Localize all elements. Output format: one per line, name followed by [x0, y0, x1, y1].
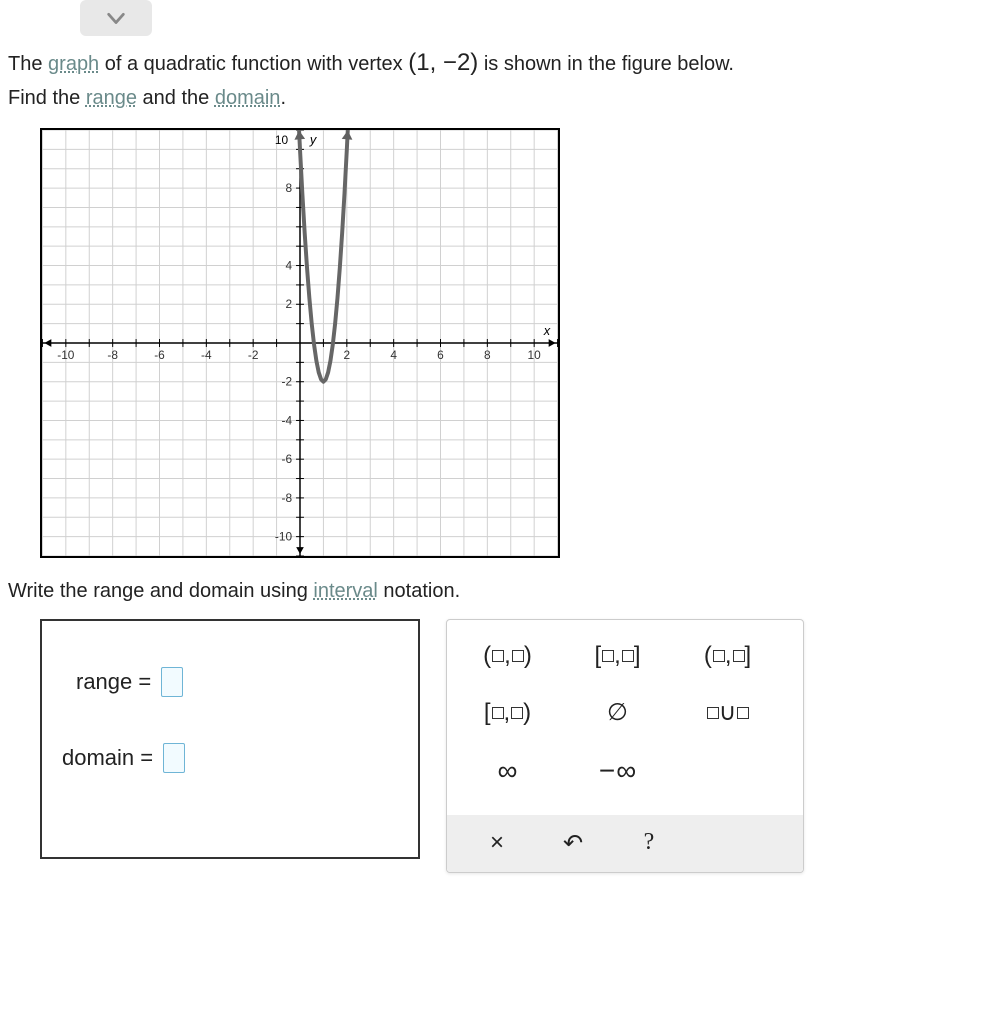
instr-part2: notation.: [378, 580, 460, 602]
svg-text:10: 10: [528, 348, 542, 362]
symbol-palette: (,) [,] (,] [,) ∅ ∪ ∞ −∞ × ↶ ?: [446, 619, 804, 873]
union-button[interactable]: ∪: [689, 698, 767, 727]
link-graph[interactable]: graph: [48, 53, 99, 75]
neg-infinity-button[interactable]: −∞: [579, 755, 657, 787]
svg-text:-10: -10: [275, 530, 293, 544]
svg-text:-6: -6: [154, 348, 165, 362]
svg-text:-2: -2: [282, 375, 293, 389]
q-part2: of a quadratic function with vertex: [99, 53, 408, 75]
domain-label: domain =: [62, 745, 153, 771]
q-part3: is shown in the figure below.: [478, 53, 734, 75]
domain-input[interactable]: [163, 743, 185, 773]
svg-text:8: 8: [285, 181, 292, 195]
range-label: range =: [76, 669, 151, 695]
link-range[interactable]: range: [86, 87, 137, 109]
svg-text:y: y: [309, 132, 318, 147]
svg-text:-4: -4: [282, 414, 293, 428]
instruction-text: Write the range and domain using interva…: [8, 580, 979, 603]
svg-text:-8: -8: [107, 348, 118, 362]
palette-undo-button[interactable]: ↶: [553, 829, 593, 858]
link-interval[interactable]: interval: [313, 580, 377, 602]
question-text: The graph of a quadratic function with v…: [8, 44, 979, 114]
svg-text:4: 4: [285, 259, 292, 273]
palette-help-button[interactable]: ?: [629, 829, 669, 858]
svg-text:-2: -2: [248, 348, 259, 362]
palette-close-button[interactable]: ×: [477, 829, 517, 858]
svg-text:-4: -4: [201, 348, 212, 362]
q-part6: .: [280, 87, 286, 109]
graph-figure: -10 -8 -6 -4 -2 2 4 6 8 10 -10 -8 -6 -4 -2 2 4 8 x y 10: [40, 128, 560, 558]
svg-text:2: 2: [285, 298, 292, 312]
q-part5: and the: [137, 87, 215, 109]
q-part1: The: [8, 53, 48, 75]
answer-box: range = domain =: [40, 619, 420, 859]
instr-part1: Write the range and domain using: [8, 580, 313, 602]
svg-text:-6: -6: [282, 453, 293, 467]
q-vertex: (1, −2): [408, 49, 478, 76]
open-open-interval-button[interactable]: (,): [469, 642, 547, 670]
closed-closed-interval-button[interactable]: [,]: [579, 642, 657, 670]
q-part4: Find the: [8, 87, 86, 109]
svg-text:4: 4: [390, 348, 397, 362]
svg-text:6: 6: [437, 348, 444, 362]
link-domain[interactable]: domain: [215, 87, 281, 109]
svg-text:8: 8: [484, 348, 491, 362]
svg-text:-8: -8: [282, 491, 293, 505]
svg-text:x: x: [543, 323, 551, 338]
empty-set-button[interactable]: ∅: [579, 698, 657, 727]
collapse-toggle[interactable]: [80, 0, 152, 36]
infinity-button[interactable]: ∞: [469, 755, 547, 787]
range-input[interactable]: [161, 667, 183, 697]
closed-open-interval-button[interactable]: [,): [469, 699, 547, 727]
svg-text:-10: -10: [57, 348, 75, 362]
svg-text:2: 2: [344, 348, 351, 362]
open-closed-interval-button[interactable]: (,]: [689, 642, 767, 670]
svg-text:10: 10: [275, 133, 289, 147]
